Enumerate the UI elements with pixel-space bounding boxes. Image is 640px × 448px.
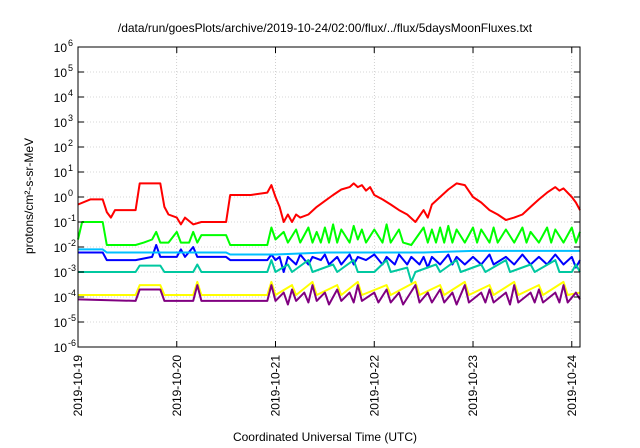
x-tick-label: 2019-10-21 xyxy=(269,355,283,417)
y-tick-exponent: -6 xyxy=(68,338,76,348)
y-tick-label: 10 xyxy=(54,291,68,305)
series-line-6 xyxy=(78,280,581,296)
y-tick-exponent: 5 xyxy=(68,63,73,73)
series-line-5 xyxy=(78,259,581,283)
y-axis-ticks: 10 -610 -510 -410 -310 -210 -110 010 110 210 310 41… xyxy=(54,38,580,355)
y-tick-exponent: -4 xyxy=(68,288,76,298)
y-tick-label: 10 xyxy=(54,41,68,55)
y-tick-exponent: -1 xyxy=(68,213,76,223)
y-tick-label: 10 xyxy=(54,241,68,255)
x-tick-label: 2019-10-24 xyxy=(565,355,579,417)
y-tick-label: 10 xyxy=(54,266,68,280)
y-tick-label: 10 xyxy=(54,116,68,130)
y-tick-exponent: -5 xyxy=(68,313,76,323)
x-tick-label: 2019-10-22 xyxy=(367,355,381,417)
y-tick-exponent: 0 xyxy=(68,188,73,198)
y-tick-exponent: 3 xyxy=(68,113,73,123)
y-tick-label: 10 xyxy=(54,141,68,155)
y-tick-exponent: 1 xyxy=(68,163,73,173)
series-line-1 xyxy=(77,182,581,226)
series-line-2 xyxy=(77,221,581,246)
y-tick-label: 10 xyxy=(54,216,68,230)
y-tick-exponent: -3 xyxy=(68,263,76,273)
y-tick-label: 10 xyxy=(54,191,68,205)
x-tick-label: 2019-10-19 xyxy=(71,355,85,417)
y-tick-label: 10 xyxy=(54,166,68,180)
chart-title: /data/run/goesPlots/archive/2019-10-24/0… xyxy=(118,21,533,35)
y-axis-label: protons/cm²-s-sr-MeV xyxy=(22,138,36,254)
y-tick-label: 10 xyxy=(54,66,68,80)
x-axis-ticks: 2019-10-19 2019-10-20 2019-10-21 2019-10-22… xyxy=(71,47,579,416)
x-axis-label: Coordinated Universal Time (UTC) xyxy=(233,430,417,444)
y-tick-label: 10 xyxy=(54,341,68,355)
series-line-7 xyxy=(77,284,581,306)
series-line-4 xyxy=(78,248,580,256)
y-tick-label: 10 xyxy=(54,316,68,330)
y-tick-exponent: -2 xyxy=(68,238,76,248)
y-tick-exponent: 6 xyxy=(68,38,73,48)
x-tick-label: 2019-10-20 xyxy=(170,355,184,417)
series-layer xyxy=(77,182,581,306)
y-tick-label: 10 xyxy=(54,91,68,105)
y-tick-exponent: 2 xyxy=(68,138,73,148)
y-tick-exponent: 4 xyxy=(68,88,73,98)
x-tick-label: 2019-10-23 xyxy=(466,355,480,417)
